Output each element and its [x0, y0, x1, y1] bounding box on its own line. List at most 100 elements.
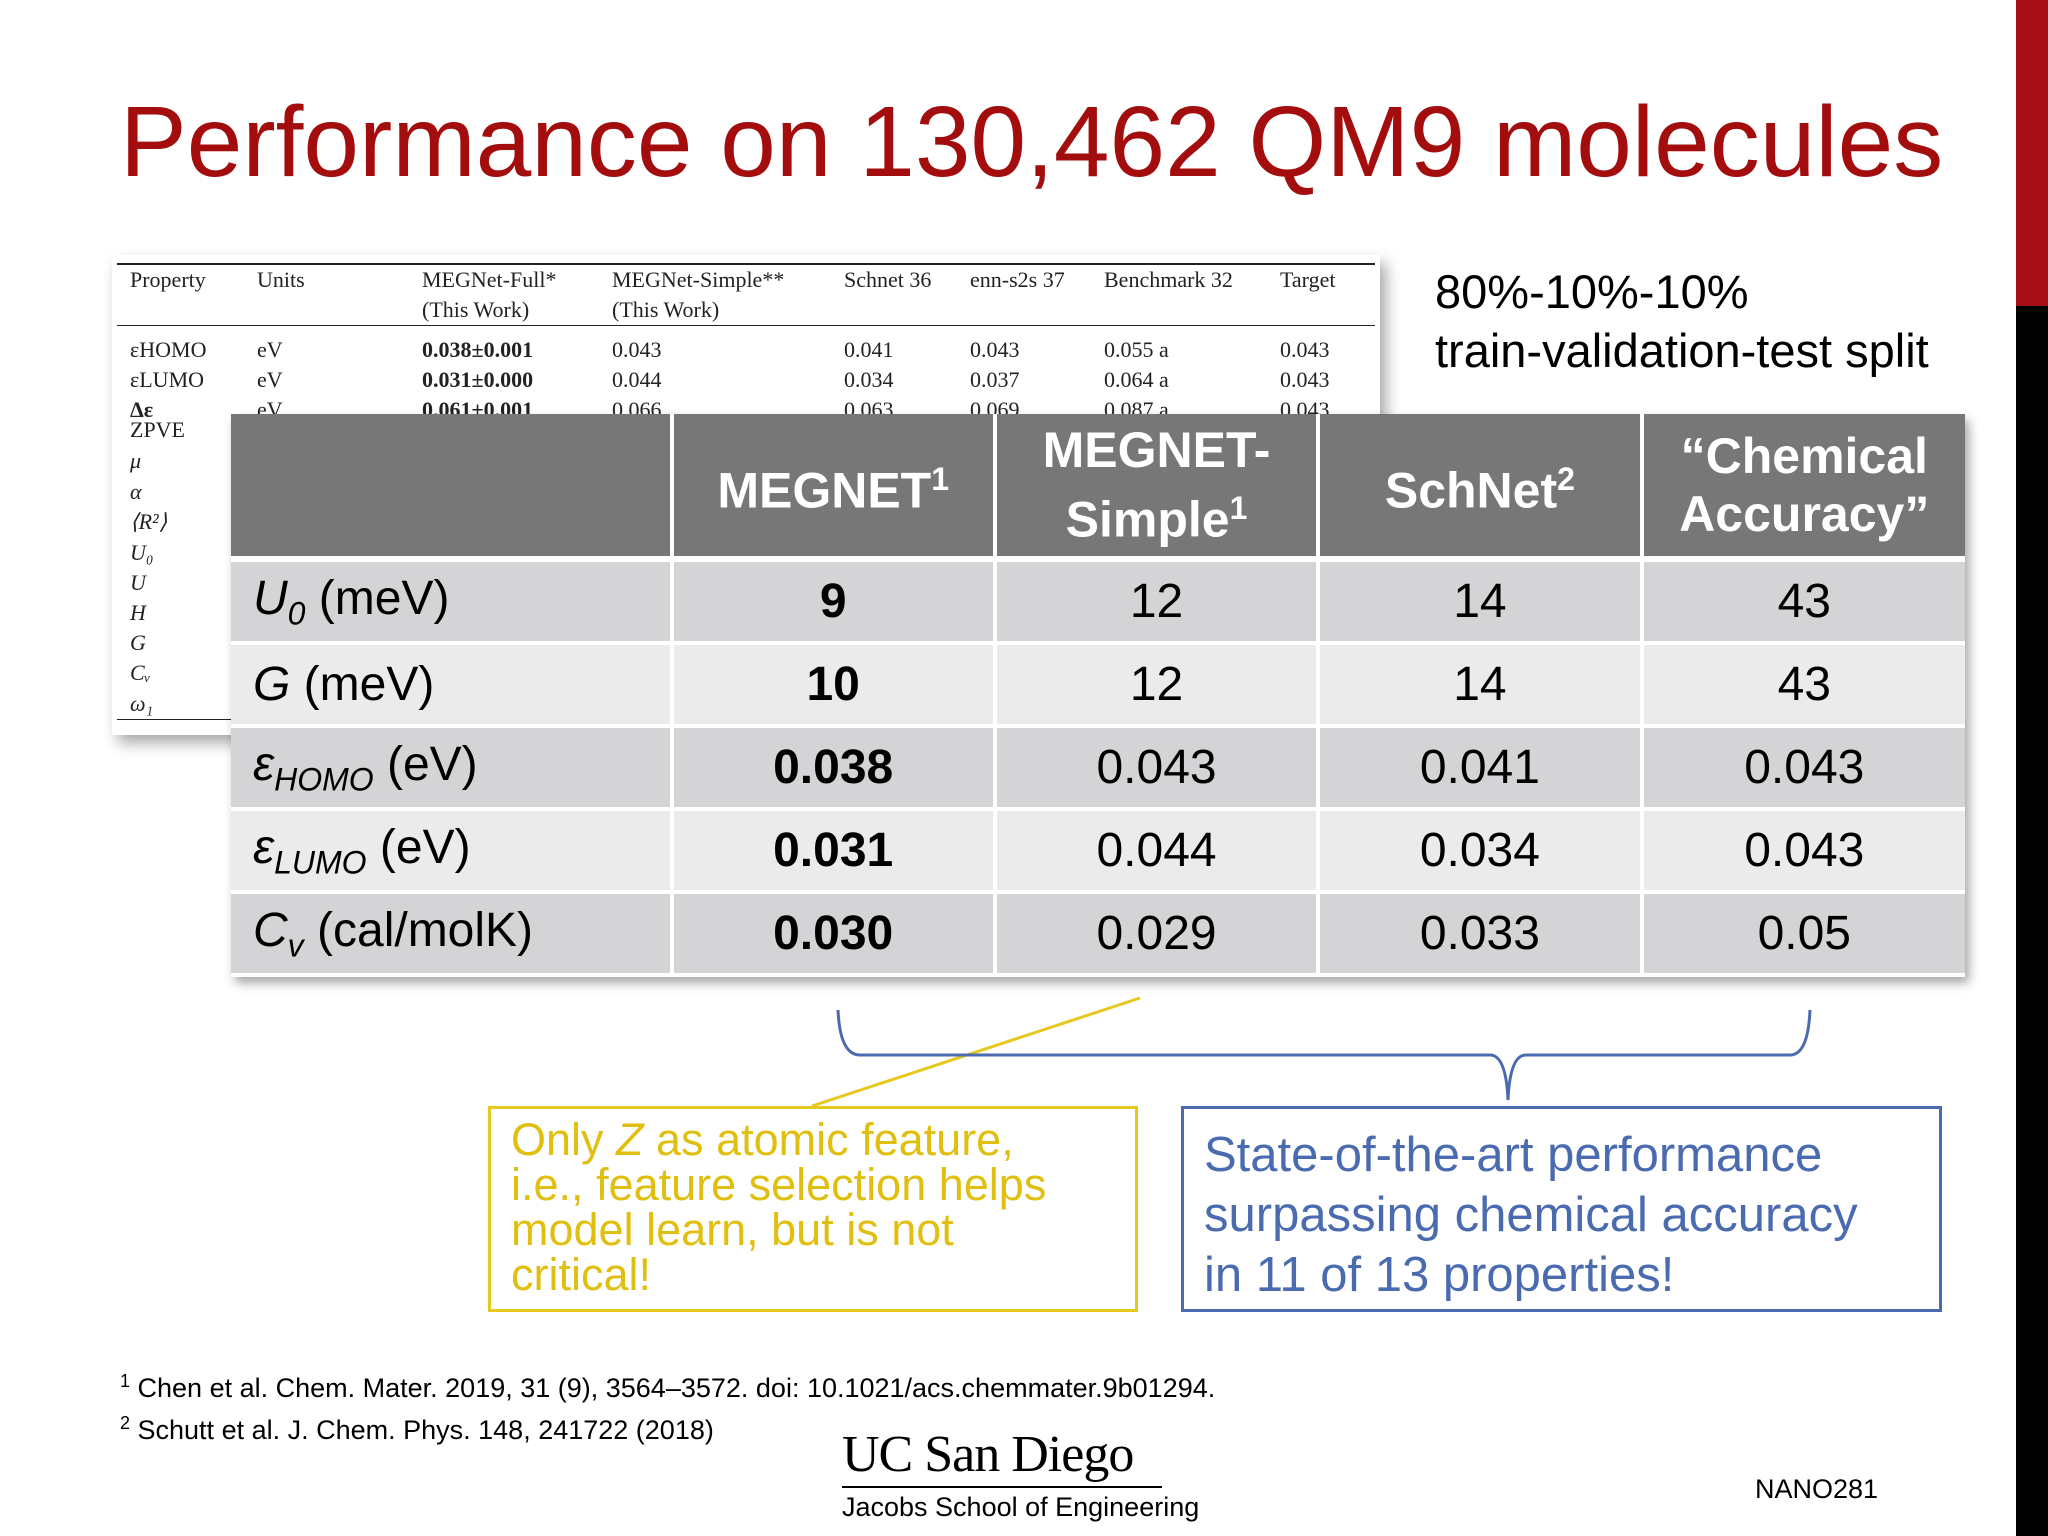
blue-callout: State-of-the-art performance surpassing …: [1181, 1106, 1942, 1312]
slide-title: Performance on 130,462 QM9 molecules: [120, 86, 1944, 198]
paper-cell: 0.043: [970, 337, 1020, 362]
blue-brace: [836, 1009, 1812, 1101]
reference-item: 2 Schutt et al. J. Chem. Phys. 148, 2417…: [120, 1413, 714, 1445]
header-label: MEGNET-Simple: [1042, 422, 1271, 548]
course-code: NANO281: [1755, 1474, 1879, 1504]
property-subscript: HOMO: [274, 761, 374, 798]
paper-cell: 0.055 a: [1104, 337, 1169, 362]
paper-header-target: Target: [1280, 267, 1336, 292]
paper-cell: eV: [257, 367, 283, 392]
value-cell: 43: [1641, 559, 1965, 645]
paper-cell: 0.037: [970, 367, 1020, 392]
property-subscript: LUMO: [274, 844, 367, 881]
logo-subtitle: Jacobs School of Engineering: [842, 1492, 1200, 1522]
split-ratio: 80%-10%-10%: [1435, 265, 1749, 318]
paper-cell: 0.043: [1280, 367, 1330, 392]
paper-header-megnet-simple: MEGNet-Simple**: [612, 267, 785, 292]
value-cell: 0.038: [671, 726, 997, 811]
property-cell: G (meV): [231, 643, 674, 728]
yellow-connector-line: [811, 996, 1141, 1108]
ucsd-logo: UC San Diego Jacobs School of Engineerin…: [842, 1428, 1199, 1522]
value-cell: 0.034: [1318, 809, 1644, 894]
paper-header-megnet-full: MEGNet-Full*: [422, 267, 557, 292]
logo-rule: [842, 1486, 1162, 1488]
value-cell: 0.044: [994, 809, 1321, 894]
yellow-callout: Only Z as atomic feature, i.e., feature …: [488, 1106, 1138, 1312]
header-ref: 2: [1557, 461, 1575, 498]
paper-cell: eV: [257, 337, 283, 362]
property-subscript: 0: [287, 595, 306, 632]
paper-header-megnet-simple-note: (This Work): [612, 297, 720, 322]
table-row: εHOMO (eV) 0.038 0.043 0.041 0.043: [231, 726, 1965, 811]
header-megnet-simple: MEGNET-Simple1: [994, 414, 1321, 562]
blue-callout-line2: surpassing chemical accuracy: [1204, 1188, 1858, 1242]
value-cell: 14: [1318, 643, 1644, 728]
logo-wordmark: UC San Diego: [842, 1426, 1134, 1483]
reference-item: 1 Chen et al. Chem. Mater. 2019, 31 (9),…: [120, 1371, 1216, 1403]
paper-row-label: U: [130, 570, 146, 595]
property-cell: εLUMO (eV): [231, 809, 674, 894]
header-label: SchNet: [1384, 462, 1558, 519]
property-unit: (eV): [366, 820, 471, 874]
header-chemical-accuracy: “Chemical Accuracy”: [1641, 414, 1965, 562]
paper-header-schnet: Schnet 36: [844, 267, 932, 292]
paper-header-property: Property: [130, 267, 206, 292]
side-dark-bar: [2016, 306, 2048, 1536]
paper-cell: 0.031±0.000: [422, 367, 534, 392]
property-unit: (meV): [305, 571, 450, 625]
paper-cell: Δε: [130, 397, 154, 422]
paper-row-label: ⟨R²⟩: [130, 509, 168, 534]
property-unit: (meV): [290, 658, 435, 711]
property-symbol: ε: [253, 737, 275, 791]
property-symbol: U: [253, 571, 288, 625]
value-cell: 0.043: [994, 726, 1321, 811]
value-cell: 0.033: [1318, 892, 1644, 977]
paper-cell: 0.043: [612, 337, 662, 362]
header-ref: 1: [1229, 490, 1248, 527]
property-cell: Cv (cal/molK): [231, 892, 674, 977]
property-unit: (eV): [373, 737, 478, 791]
blue-callout-line3: in 11 of 13 properties!: [1204, 1248, 1675, 1302]
value-cell: 0.05: [1641, 892, 1965, 977]
table-row: U0 (meV) 9 12 14 43: [231, 559, 1965, 645]
split-note: 80%-10%-10% train-validation-test split: [1435, 262, 1929, 380]
paper-row-label: ZPVE: [130, 417, 185, 442]
header-megnet: MEGNET1: [671, 414, 997, 562]
value-cell: 0.031: [671, 809, 997, 894]
paper-row-label: H: [130, 600, 146, 625]
paper-cell: 0.034: [844, 367, 894, 392]
paper-row-label: ω₁: [130, 691, 154, 716]
property-unit: (cal/molK): [303, 903, 534, 957]
property-subscript: v: [287, 927, 304, 964]
table-row: εLUMO (eV) 0.031 0.044 0.034 0.043: [231, 809, 1965, 894]
table-row: G (meV) 10 12 14 43: [231, 643, 1965, 728]
paper-row-label: μ: [130, 448, 142, 473]
paper-cell: 0.041: [844, 337, 894, 362]
value-cell: 0.043: [1641, 726, 1965, 811]
value-cell: 0.030: [671, 892, 997, 977]
value-cell: 12: [994, 559, 1321, 645]
comparison-table: MEGNET1 MEGNET-Simple1 SchNet2 “Chemical…: [231, 414, 1965, 977]
yellow-callout-line1: Only Z as atomic feature,: [511, 1114, 1014, 1165]
paper-cell: εHOMO: [130, 337, 207, 362]
property-cell: U0 (meV): [231, 559, 674, 645]
property-symbol: C: [253, 903, 288, 957]
references: 1 Chen et al. Chem. Mater. 2019, 31 (9),…: [120, 1364, 1215, 1448]
header-schnet: SchNet2: [1318, 414, 1644, 562]
header-corner: [231, 414, 674, 562]
paper-header-megnet-full-note: (This Work): [422, 297, 530, 322]
paper-cell: 0.044: [612, 367, 662, 392]
value-cell: 9: [671, 559, 997, 645]
yellow-callout-line4: critical!: [511, 1249, 652, 1300]
paper-row-label: Cᵥ: [130, 660, 151, 685]
paper-row-label: α: [130, 479, 142, 504]
paper-cell: 0.064 a: [1104, 367, 1169, 392]
property-symbol: ε: [253, 820, 275, 874]
value-cell: 12: [994, 643, 1321, 728]
table-header-row: MEGNET1 MEGNET-Simple1 SchNet2 “Chemical…: [231, 414, 1965, 562]
header-ref: 1: [931, 461, 950, 498]
paper-row-label: U₀: [130, 540, 154, 565]
property-cell: εHOMO (eV): [231, 726, 674, 811]
value-cell: 43: [1641, 643, 1965, 728]
